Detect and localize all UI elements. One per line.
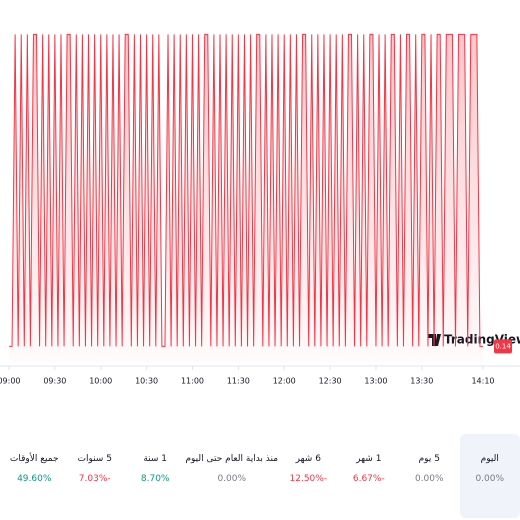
period-label: جميع الأوقات: [9, 454, 59, 464]
last-price-box: [494, 339, 512, 354]
x-tick-label: 10:30: [135, 377, 158, 386]
period-tab[interactable]: 5 يوم 0.00%: [399, 434, 459, 518]
x-tick-label: 11:00: [181, 377, 204, 386]
period-change: 12.50%-: [289, 474, 328, 484]
period-change: 0.00%: [475, 474, 505, 484]
x-tick-label: 14:10: [471, 377, 494, 386]
period-change: 0.00%: [414, 474, 444, 484]
period-tab[interactable]: 6 شهر 12.50%-: [278, 434, 338, 518]
period-tab[interactable]: 5 سنوات 7.03%-: [64, 434, 124, 518]
period-tab[interactable]: جميع الأوقات 49.60%: [4, 434, 64, 518]
x-tick-label: 13:30: [410, 377, 433, 386]
period-change: 6.67%-: [352, 474, 385, 484]
period-label: 5 يوم: [418, 454, 440, 464]
chart: TradingView 09:00 09:30 10:00 10:30 11:00 11:…: [0, 33, 520, 386]
period-label: اليوم: [480, 454, 499, 464]
period-bar: اليوم 0.00% 5 يوم 0.00% 1 شهر 6.67%- 6 شهر 12.5…: [4, 434, 520, 518]
period-label: 1 شهر: [356, 454, 382, 464]
period-tab[interactable]: 1 سنة 8.70%: [125, 434, 185, 518]
period-label: منذ بداية العام حتى اليوم: [185, 454, 279, 464]
x-tick-label: 13:00: [364, 377, 387, 386]
x-tick-label: 09:00: [0, 377, 21, 386]
x-tick-label: 12:30: [319, 377, 342, 386]
x-tick-label: 10:00: [89, 377, 112, 386]
x-tick-label: 11:30: [227, 377, 250, 386]
last-price-label: 0.14: [495, 342, 511, 350]
period-change: 7.03%-: [78, 474, 111, 484]
price-line: [9, 33, 483, 347]
period-tab[interactable]: منذ بداية العام حتى اليوم 0.00%: [185, 434, 278, 518]
x-tick-label: 09:30: [43, 377, 66, 386]
period-label: 5 سنوات: [77, 454, 112, 464]
period-tab[interactable]: 1 شهر 6.67%-: [339, 434, 399, 518]
x-tick-label: 12:00: [273, 377, 296, 386]
period-change: 0.00%: [217, 474, 247, 484]
period-label: 6 شهر: [295, 454, 321, 464]
period-tab[interactable]: اليوم 0.00%: [459, 434, 520, 518]
period-change: 8.70%: [140, 474, 170, 484]
period-label: 1 سنة: [143, 454, 168, 464]
period-change: 49.60%: [17, 474, 52, 484]
